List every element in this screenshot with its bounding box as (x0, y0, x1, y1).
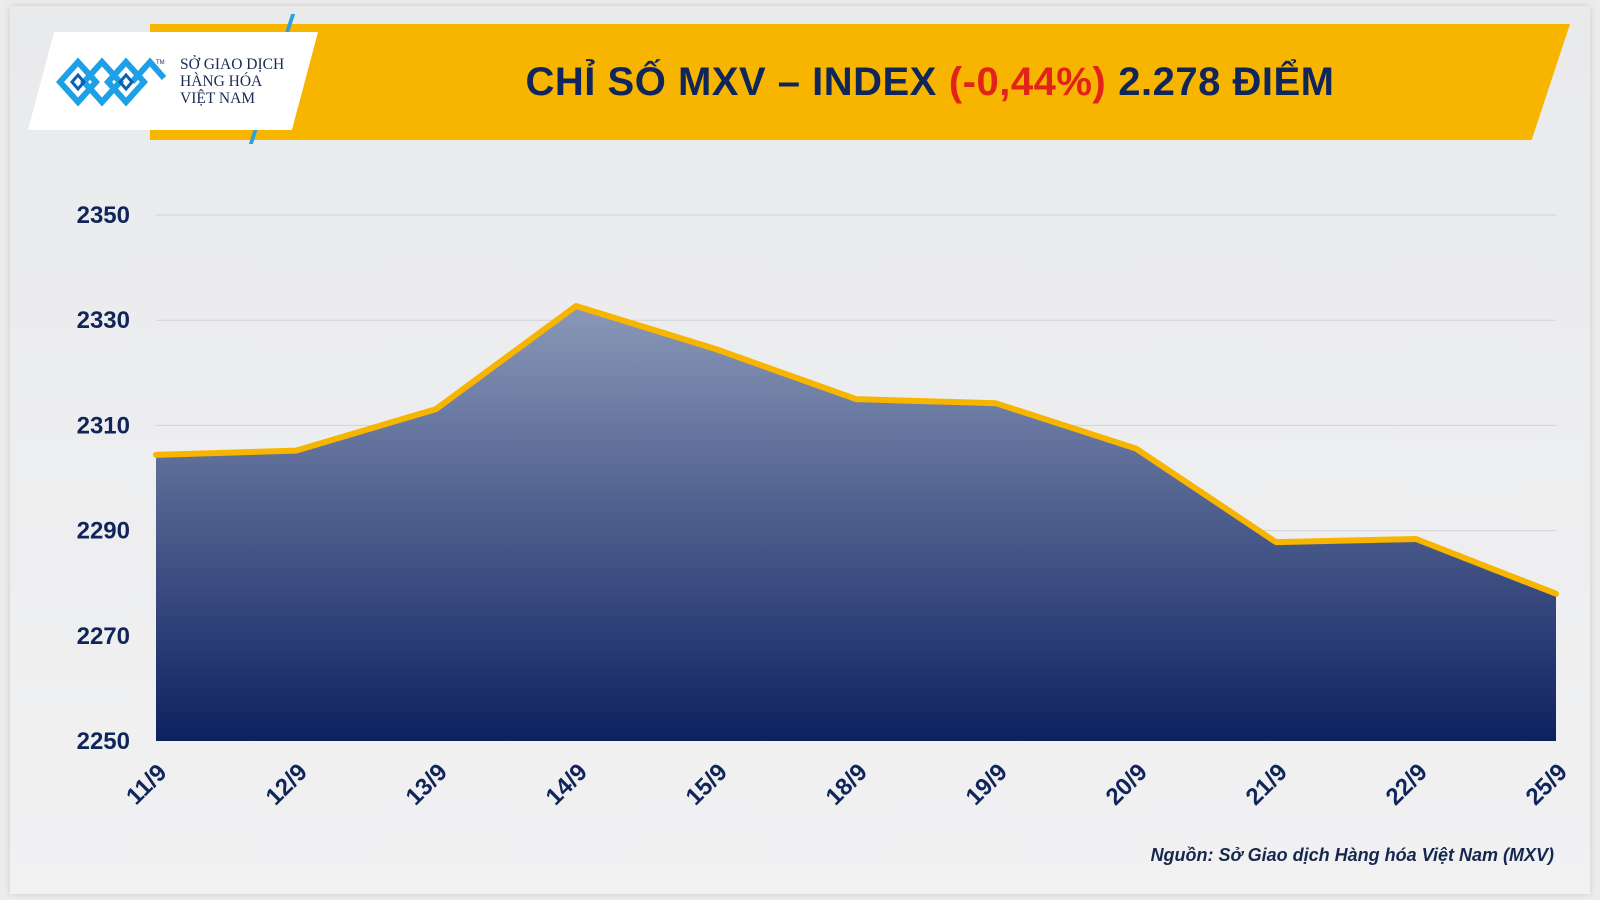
data-point (994, 401, 998, 406)
mxv-logo-icon: TM (56, 57, 167, 107)
logo-line-2: HÀNG HÓA (180, 73, 263, 90)
source-note: Nguồn: Sở Giao dịch Hàng hóa Việt Nam (M… (1150, 845, 1554, 865)
area-layer (153, 302, 1559, 741)
x-tick-label: 13/9 (401, 759, 453, 811)
series-area (156, 305, 1556, 741)
title-main: CHỈ SỐ MXV – INDEX (525, 59, 937, 104)
y-tick-label: 2330 (77, 307, 130, 334)
x-tick-label: 15/9 (681, 759, 733, 811)
y-axis: 2250 2270 2290 2310 2330 2350 (77, 202, 130, 755)
y-tick-label: 2310 (77, 412, 130, 439)
title-change: (-0,44%) (948, 59, 1107, 104)
chart-title: CHỈ SỐ MXV – INDEX (-0,44%) 2.278 ĐIỂM (330, 24, 1530, 140)
x-tick-label: 25/9 (1521, 759, 1573, 811)
x-tick-label: 18/9 (821, 759, 873, 811)
x-tick-label: 22/9 (1381, 759, 1433, 811)
title-value: 2.278 ĐIỂM (1118, 59, 1335, 104)
data-point (1554, 591, 1558, 596)
title-banner (150, 24, 1570, 140)
data-point (1134, 446, 1138, 451)
y-tick-label: 2270 (77, 623, 130, 650)
data-point (574, 303, 578, 308)
y-tick-label: 2290 (77, 518, 130, 545)
y-tick-label: 2250 (77, 728, 130, 755)
x-axis: 11/9 12/9 13/9 14/9 15/9 18/9 19/9 20/9 21/9 22/9… (121, 759, 1573, 811)
x-tick-label: 14/9 (541, 759, 593, 811)
data-point (854, 397, 858, 402)
logo-badge (28, 32, 318, 130)
x-tick-label: 21/9 (1241, 759, 1293, 811)
data-point (1414, 537, 1418, 542)
x-tick-label: 12/9 (261, 759, 313, 811)
data-point (294, 448, 298, 453)
y-tick-label: 2350 (77, 202, 130, 229)
data-point (1274, 540, 1278, 545)
x-tick-label: 20/9 (1101, 759, 1153, 811)
logo-line-3: VIỆT NAM (180, 90, 256, 107)
logo-line-1: SỞ GIAO DỊCH (180, 56, 285, 73)
x-tick-label: 19/9 (961, 759, 1013, 811)
logo-tm: TM (156, 60, 165, 66)
data-point (154, 452, 158, 457)
x-tick-label: 11/9 (121, 759, 172, 810)
logo-text: SỞ GIAO DỊCH HÀNG HÓA VIỆT NAM (180, 56, 284, 107)
data-point (434, 407, 438, 412)
data-point (714, 347, 718, 352)
